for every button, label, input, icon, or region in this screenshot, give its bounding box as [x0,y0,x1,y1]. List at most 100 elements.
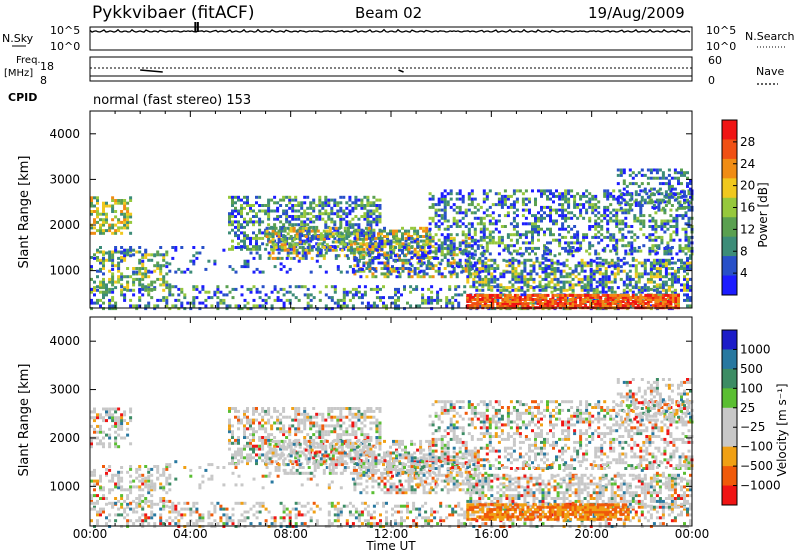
cell [93,473,96,477]
cell [195,287,199,291]
cell [488,300,492,303]
cell [337,235,341,238]
cell [360,201,364,205]
cell [654,238,658,242]
cell [561,208,565,212]
cell [117,264,121,268]
colorbar-tick-label: 28 [740,135,755,149]
cell [669,235,673,239]
cell [144,256,148,259]
cell [333,212,337,216]
cell [153,502,157,506]
cell [661,280,665,284]
cell [506,246,510,250]
cell [508,270,512,274]
cell [138,250,142,254]
cell [428,267,432,270]
cell [677,277,680,281]
cell [114,210,118,213]
cell [117,479,121,483]
cell [664,275,668,279]
cell [652,267,656,270]
cell [482,200,486,204]
cell [213,519,217,523]
cell [515,225,519,228]
cell [342,298,346,302]
cell [271,248,275,252]
cell [132,267,136,270]
cell [670,176,674,180]
cell [123,199,127,202]
cell [427,259,431,263]
cell [213,504,217,508]
cell [346,256,350,260]
cell [159,267,163,270]
cell [380,253,384,257]
cell [680,168,683,172]
cell [159,522,163,526]
cell [543,230,546,234]
cell [652,176,656,180]
cell [276,290,280,294]
cell [264,507,268,511]
cell [192,522,196,526]
cell [297,251,301,255]
freq-tick-bottom: 8 [40,74,47,87]
cell [476,295,480,299]
cell [425,226,429,230]
cell [493,285,497,289]
cell [569,304,573,308]
cell [410,240,414,244]
cell [96,430,99,434]
cell [99,430,102,434]
cell [532,261,536,265]
cell [105,467,108,471]
cell [120,231,124,235]
cell [243,265,247,269]
cell [268,226,272,230]
cell [375,220,379,224]
cell [135,467,139,471]
cell [156,264,160,268]
cell [491,298,495,301]
cell [336,215,340,218]
cell [654,304,658,308]
cell [360,215,364,218]
cell [144,253,148,257]
cell [478,293,482,297]
cell [258,270,262,274]
cell [541,304,545,308]
cell [307,243,311,247]
cell [603,208,607,212]
cell [428,216,432,220]
cell [508,280,512,284]
cell [96,207,99,211]
cell [334,226,338,230]
cell [105,229,108,233]
cell [114,250,118,254]
cell [102,436,105,440]
cell [331,232,335,236]
cell [362,261,366,265]
cell [446,235,450,239]
cell [243,246,247,249]
cell [684,252,688,256]
cell [324,285,328,289]
cell [511,304,515,308]
cell [478,280,482,284]
cell [535,256,539,260]
cell [300,223,304,227]
cell [511,261,515,265]
cell [589,302,593,306]
cell [327,296,331,300]
cell [571,272,575,276]
cell [315,215,319,218]
cell [99,212,102,216]
cell [123,201,127,205]
cell [573,197,577,201]
cell [515,233,519,237]
cell [673,275,677,279]
cell [488,298,492,301]
cell [365,242,369,246]
